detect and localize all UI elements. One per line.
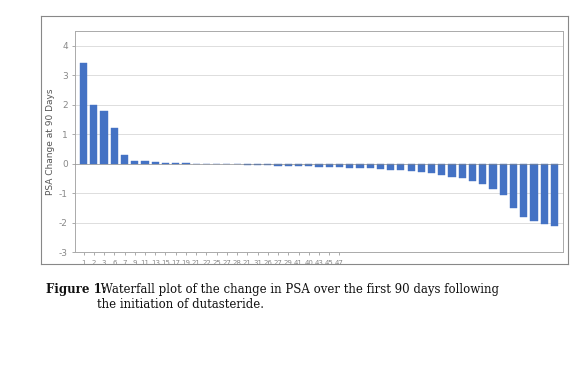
Bar (387, 164, 394, 170)
Y-axis label: PSA Change at 90 Days: PSA Change at 90 Days (46, 88, 55, 195)
Bar (418, 164, 425, 172)
Bar (356, 164, 364, 168)
Bar (520, 164, 527, 217)
Bar (264, 164, 271, 165)
Bar (541, 164, 548, 224)
Bar (397, 164, 404, 170)
Bar (285, 164, 292, 166)
Bar (459, 164, 466, 178)
Bar (100, 111, 108, 164)
Bar (151, 162, 159, 164)
Bar (80, 64, 87, 164)
Bar (408, 164, 415, 171)
Bar (234, 164, 241, 165)
Bar (448, 164, 456, 177)
Bar (316, 164, 322, 167)
Bar (172, 163, 179, 164)
Bar (244, 164, 251, 165)
Bar (90, 105, 97, 164)
Bar (295, 164, 302, 166)
Bar (490, 164, 496, 189)
Bar (551, 164, 558, 226)
Bar (254, 164, 261, 165)
Bar (469, 164, 476, 182)
Bar (131, 161, 139, 164)
Bar (377, 164, 384, 169)
Bar (479, 164, 487, 184)
Bar (274, 164, 282, 166)
Text: Waterfall plot of the change in PSA over the first 90 days following
the initiat: Waterfall plot of the change in PSA over… (97, 283, 499, 311)
Bar (305, 164, 313, 166)
Bar (346, 164, 353, 168)
Bar (162, 163, 169, 164)
Bar (325, 164, 333, 167)
Bar (438, 164, 445, 175)
Bar (121, 155, 128, 164)
Text: Figure 1:: Figure 1: (46, 283, 107, 296)
Bar (510, 164, 517, 208)
Bar (530, 164, 538, 221)
Bar (111, 128, 118, 164)
Bar (428, 164, 435, 173)
Bar (142, 161, 148, 164)
Bar (336, 164, 343, 167)
Bar (367, 164, 374, 168)
Bar (499, 164, 507, 195)
